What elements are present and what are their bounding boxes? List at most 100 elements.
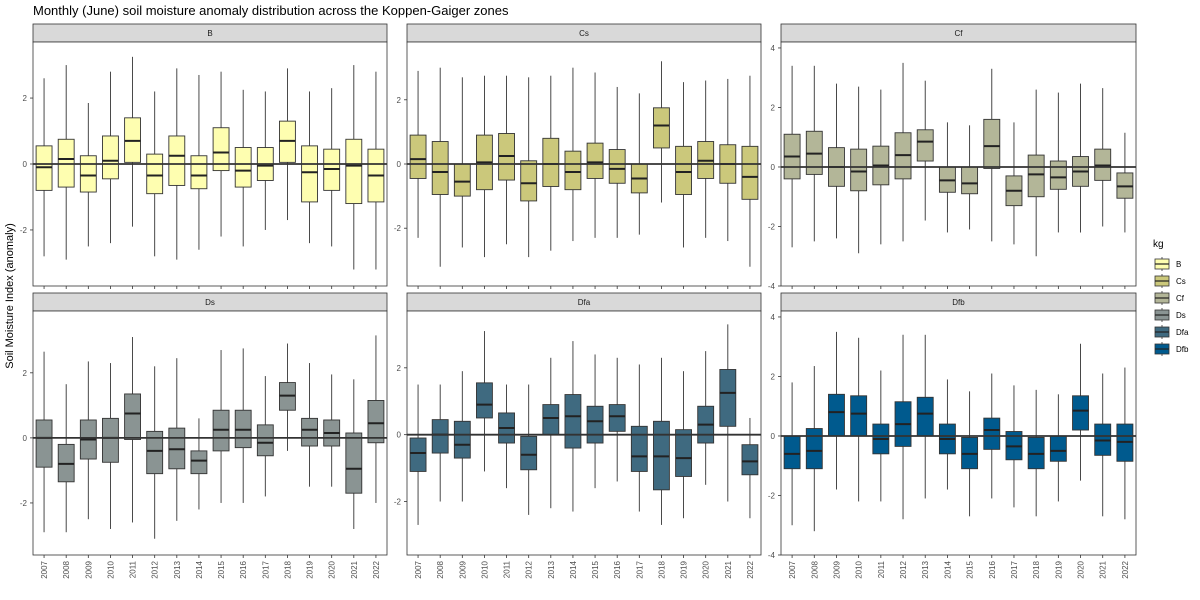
box-dfa-2022 [741,417,759,519]
box-ds-2020 [323,374,341,487]
x-tick-label: 2022 [1121,560,1130,578]
x-tick-label: 2014 [943,560,952,578]
y-tick-label: 2 [23,369,28,378]
box-body [168,135,186,186]
box-body [805,428,823,470]
box-dfa-2007 [409,384,427,525]
x-tick-label: 2010 [106,560,115,578]
box-cs-2012 [520,77,538,258]
y-tick-label: -2 [394,498,402,507]
y-tick-label: 2 [23,94,28,103]
box-body [916,396,934,437]
box-cf-2021 [1094,88,1112,227]
strip-label: Cs [579,29,589,38]
x-tick-label: 2017 [261,560,270,578]
box-b-2020 [323,88,341,247]
box-body [453,163,471,197]
legend-label: Dfb [1176,345,1189,354]
x-tick-label: 2013 [921,560,930,578]
box-body [476,382,493,419]
x-tick-label: 2013 [547,560,556,578]
x-tick-label: 2014 [195,560,204,578]
box-body [1027,154,1045,198]
box-cf-2017 [1005,122,1023,245]
box-cs-2018 [653,61,670,203]
box-body [102,135,119,180]
box-body [146,153,164,195]
x-tick-label: 2010 [480,560,489,578]
box-ds-2022 [367,335,385,503]
y-tick-label: -2 [20,499,28,508]
y-tick-label: -4 [768,282,776,291]
panel-border [780,41,1137,287]
x-tick-label: 2019 [1054,560,1063,578]
y-tick-label: 0 [771,163,776,172]
box-body [983,118,1001,169]
box-dfb-2018 [1027,389,1045,517]
x-tick-label: 2012 [899,560,908,578]
strip-label: B [207,29,212,38]
panel-dfb: Dfb -4 -2 0 2 4 2007 2008 2009 2010 2011 2012 2013 20… [768,292,1137,579]
y-tick-label: 4 [771,44,776,53]
panel-border [406,41,762,287]
x-tick-label: 2008 [436,560,445,578]
box-b-2018 [279,68,296,221]
box-dfa-2016 [608,357,626,482]
y-tick-label: 0 [23,434,28,443]
box-body [850,148,868,192]
box-dfb-2008 [805,366,823,532]
box-body [409,134,427,179]
y-tick-label: 4 [771,313,776,322]
box-body [1049,435,1067,462]
box-cs-2019 [675,82,692,248]
x-tick-label: 2009 [84,560,93,578]
box-body [719,369,737,427]
box-body [146,430,164,475]
box-dfb-2020 [1072,343,1089,481]
x-tick-label: 2020 [1077,560,1086,578]
box-dfb-2017 [1005,385,1023,508]
box-dfa-2010 [476,331,493,472]
x-tick-label: 2008 [62,560,71,578]
box-b-2011 [124,56,141,227]
legend-entry-cs: Cs [1154,274,1186,288]
box-cs-2017 [630,93,648,235]
x-tick-label: 2021 [1099,560,1108,578]
legend-label: Dfa [1176,328,1189,337]
panel-cs: Cs -2 0 2 [394,23,762,289]
y-tick-label: -2 [768,491,776,500]
box-ds-2010 [102,363,119,529]
box-body [431,141,449,195]
box-dfb-2013 [916,334,934,499]
box-ds-2021 [345,379,363,529]
x-tick-label: 2012 [151,560,160,578]
box-dfa-2021 [719,324,737,502]
legend-label: Ds [1176,311,1186,320]
box-dfb-2014 [938,379,956,490]
x-tick-label: 2014 [569,560,578,578]
legend-label: Cs [1176,277,1186,286]
y-tick-label: 0 [397,160,402,169]
x-tick-label: 2016 [988,560,997,578]
x-tick-label: 2013 [173,560,182,578]
box-body [1049,160,1067,190]
box-body [608,404,626,432]
panel-ds: Ds -2 0 2 2007 2008 2009 2010 2011 2012 2013 2014 20… [20,292,388,579]
panel-border [32,41,388,287]
box-body [234,147,252,188]
y-tick-label: 2 [397,364,402,373]
box-body [256,424,274,457]
box-dfa-2019 [675,371,692,519]
box-cs-2010 [476,75,493,258]
y-tick-label: -2 [394,224,402,233]
box-dfa-2013 [542,357,560,509]
box-body [653,107,670,149]
x-tick-label: 2017 [635,560,644,578]
y-axis-title: Soil Moisture Index (anomaly) [4,223,16,369]
panel-border [406,310,762,556]
x-tick-label: 2011 [877,560,886,578]
box-dfa-2018 [653,357,670,525]
box-body [542,404,560,436]
box-b-2010 [102,71,119,244]
